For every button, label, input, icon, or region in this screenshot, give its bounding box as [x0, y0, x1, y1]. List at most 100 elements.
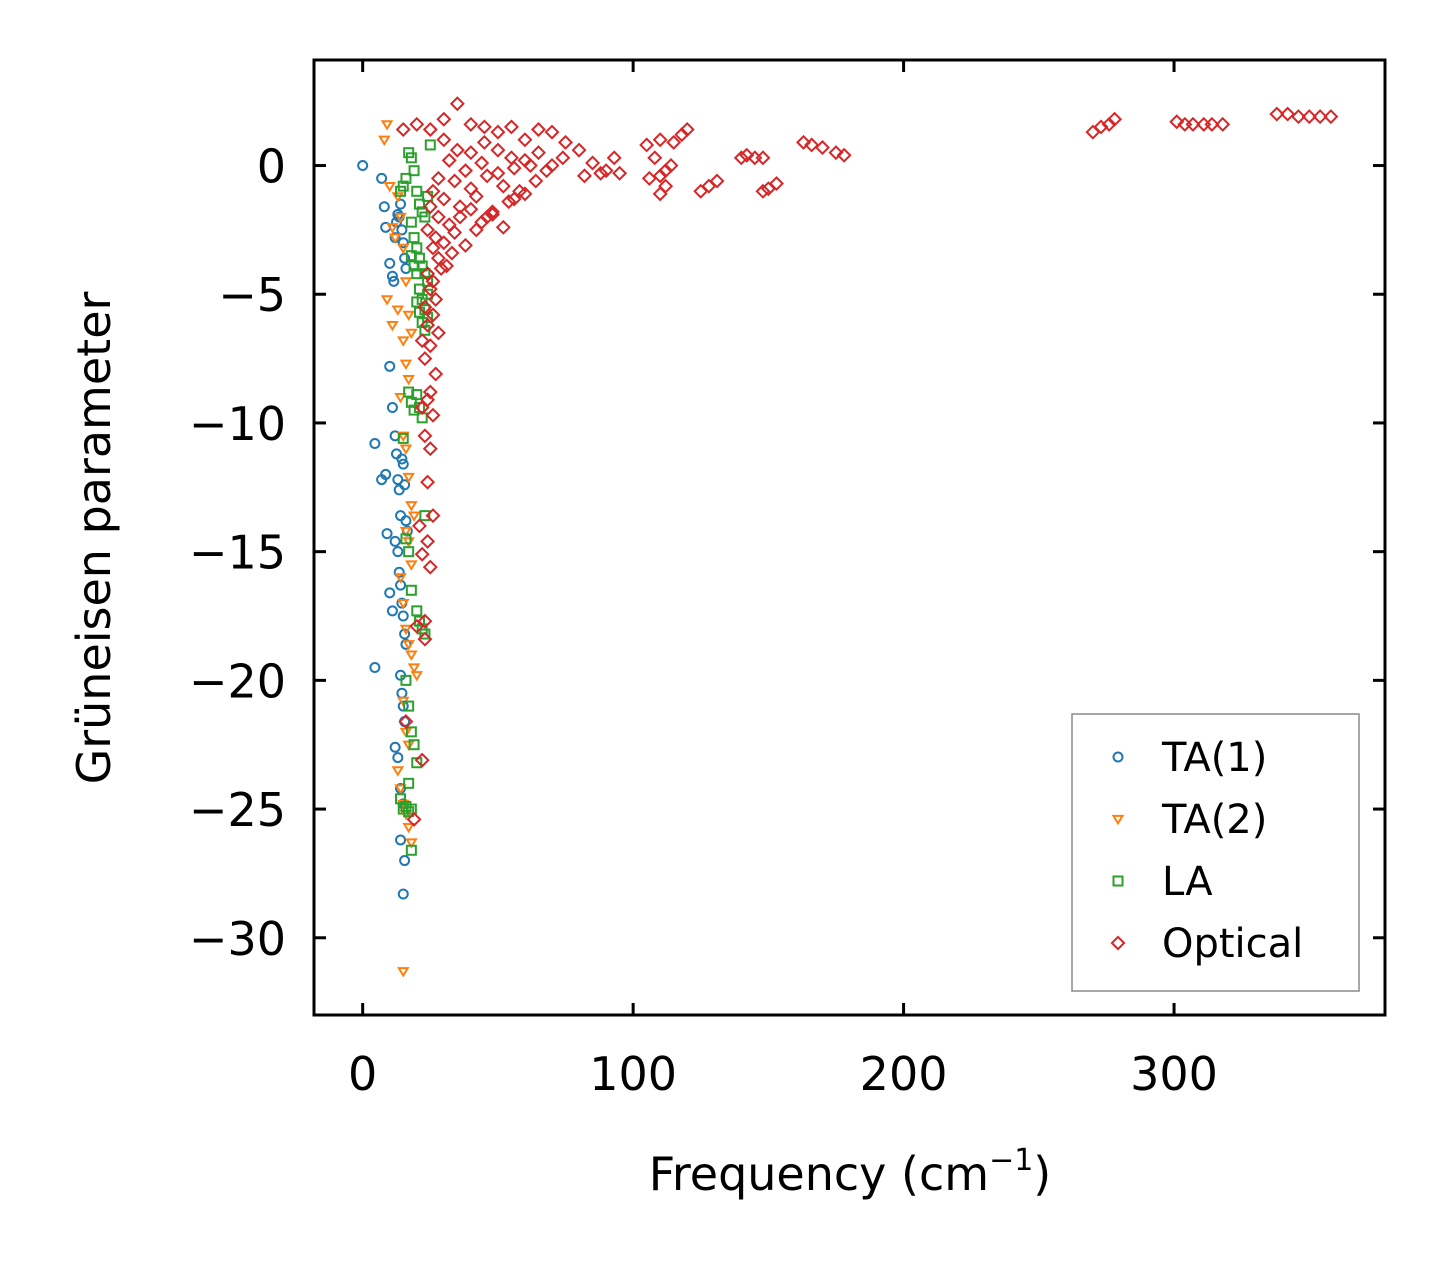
data-point	[463, 181, 479, 197]
data-point	[357, 160, 369, 172]
data-point	[408, 232, 420, 244]
data-point	[402, 375, 415, 386]
data-point	[399, 444, 413, 455]
data-point	[652, 132, 668, 148]
data-point	[530, 145, 546, 161]
data-point	[755, 183, 771, 199]
data-point	[422, 199, 438, 215]
data-point	[384, 257, 396, 269]
data-point	[425, 183, 441, 199]
data-point	[396, 598, 410, 610]
data-point	[402, 310, 415, 322]
data-point	[407, 511, 421, 522]
data-point	[394, 212, 407, 224]
data-point	[476, 134, 492, 150]
data-point	[392, 474, 404, 486]
data-point	[392, 546, 404, 558]
x-axis-title-close: )	[1033, 1147, 1051, 1201]
data-point	[397, 237, 409, 249]
data-point	[409, 618, 425, 634]
data-point	[369, 661, 381, 673]
data-point	[389, 535, 401, 547]
data-point	[414, 546, 430, 562]
data-point	[399, 624, 413, 636]
data-point	[1185, 116, 1201, 132]
data-point	[422, 559, 438, 575]
data-point	[436, 235, 452, 251]
data-point	[1107, 111, 1123, 127]
data-point	[428, 291, 444, 307]
data-point	[804, 137, 820, 153]
data-point	[403, 777, 415, 789]
data-point	[468, 188, 484, 204]
data-point	[376, 172, 388, 184]
data-point	[397, 458, 409, 470]
data-point	[674, 127, 690, 143]
data-point	[414, 400, 430, 415]
data-point	[388, 275, 400, 287]
data-point	[403, 546, 415, 558]
data-point	[1093, 119, 1109, 135]
data-point	[422, 441, 438, 457]
data-point	[388, 233, 402, 244]
data-point	[380, 120, 394, 131]
data-point	[408, 260, 420, 272]
data-point	[399, 277, 413, 288]
data-point	[436, 191, 452, 207]
data-point	[739, 147, 755, 163]
data-point	[384, 360, 396, 372]
data-point	[425, 508, 441, 524]
data-point	[506, 191, 522, 207]
series-ta-2	[378, 120, 424, 978]
data-point	[544, 124, 560, 140]
data-point	[474, 155, 490, 171]
data-point	[383, 181, 397, 193]
data-point	[422, 122, 438, 137]
data-point	[1312, 109, 1328, 125]
y-tick-label: −25	[189, 783, 286, 837]
data-point	[576, 168, 592, 184]
data-point	[369, 438, 381, 450]
data-point	[402, 472, 415, 484]
data-point	[436, 111, 452, 127]
data-point	[463, 145, 479, 161]
data-point	[652, 186, 668, 202]
data-point	[1215, 116, 1231, 132]
data-point	[836, 147, 852, 163]
data-point	[396, 687, 408, 699]
data-point	[452, 199, 468, 215]
data-point	[402, 822, 415, 834]
y-axis-ticks: 0 −5 −10 −15 −20 −25 −30	[189, 140, 1385, 966]
data-point	[395, 122, 411, 137]
data-point	[490, 142, 506, 158]
data-point	[420, 317, 436, 333]
data-point	[389, 741, 401, 753]
data-point	[378, 201, 390, 213]
data-point	[420, 222, 436, 238]
data-point	[411, 296, 423, 308]
y-tick-label: −30	[189, 912, 286, 966]
data-point	[394, 573, 407, 584]
data-point	[490, 124, 506, 140]
data-point	[395, 198, 407, 210]
data-point	[378, 135, 391, 147]
data-point	[386, 402, 398, 414]
data-point	[419, 628, 431, 640]
legend-label: Optical	[1162, 921, 1303, 967]
data-point	[796, 134, 812, 150]
data-point	[397, 610, 409, 622]
data-point	[386, 223, 399, 234]
data-point	[425, 240, 441, 256]
data-point	[422, 281, 438, 297]
data-point	[417, 428, 433, 444]
x-axis-title-main: Frequency (cm	[649, 1147, 989, 1201]
data-point	[400, 515, 412, 527]
y-tick-label: 0	[257, 140, 286, 194]
data-point	[398, 714, 414, 730]
data-point	[391, 305, 405, 316]
data-point	[407, 663, 421, 674]
legend-label: TA(1)	[1161, 735, 1267, 781]
data-point	[593, 165, 609, 181]
series-optical	[395, 96, 1339, 827]
data-point	[517, 186, 533, 202]
